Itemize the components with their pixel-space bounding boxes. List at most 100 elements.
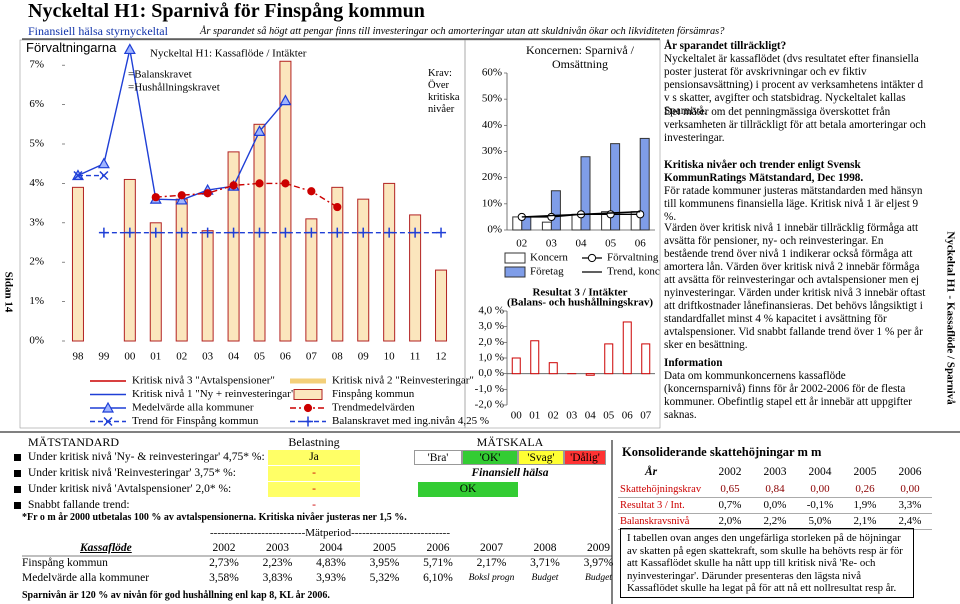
legend-label: Balanskravet med ing.nivån 4,25 % <box>332 415 489 427</box>
bullet <box>14 470 21 477</box>
table-value: 3,83% <box>262 572 293 584</box>
y-tick-label: 3% <box>29 216 44 228</box>
row-label: Finspång kommun <box>22 557 108 569</box>
marker <box>436 227 447 238</box>
marker <box>253 125 266 136</box>
table-value: 5,32% <box>369 572 400 584</box>
y-tick-label: 10% <box>482 197 502 209</box>
marker <box>307 187 316 196</box>
bar <box>149 222 162 342</box>
table-value: -0,1% <box>806 499 834 511</box>
marker <box>384 227 395 238</box>
year-header: 2005 <box>373 542 396 554</box>
rating: OK <box>418 482 518 497</box>
table-value: 0,00 <box>900 483 920 495</box>
x-tick-label: 06 <box>635 238 647 250</box>
criterion: Snabbt fallande trend: <box>28 499 130 511</box>
year-header: 2005 <box>853 466 877 478</box>
line <box>521 210 641 218</box>
legend-marker <box>587 253 597 263</box>
table-value: Boksl progn <box>468 573 515 583</box>
x-tick-label: 05 <box>605 238 617 250</box>
row-label: Skattehöjningskrav <box>620 484 702 495</box>
marker <box>255 179 264 188</box>
bar <box>541 221 552 231</box>
marker <box>306 227 317 238</box>
x-tick-label: 10 <box>384 351 396 363</box>
marker <box>228 227 239 238</box>
legend-swatch <box>293 389 323 400</box>
x-tick-label: 06 <box>622 410 634 422</box>
scale-cell: 'Svag' <box>518 450 564 465</box>
y-tick-label: 5% <box>29 138 44 150</box>
bar <box>530 340 540 375</box>
period-label: --------------------------Mätperiod-----… <box>210 527 450 539</box>
year-header: 2003 <box>266 542 289 554</box>
table-value: 6,10% <box>423 572 453 584</box>
x-tick-label: 03 <box>546 238 558 250</box>
table-heading: MÄTSTANDARD <box>28 435 120 449</box>
legend-marker <box>103 416 113 427</box>
year-header: 2009 <box>587 542 610 554</box>
year-header: 2003 <box>763 466 787 478</box>
marker <box>98 227 109 238</box>
x-tick-label: 01 <box>529 410 540 422</box>
info-text: Nyckeltalet är kassaflödet (dvs resultat… <box>664 53 924 117</box>
question: År sparandet så högt att pengar finns ti… <box>200 26 725 37</box>
y-tick-label: 4% <box>29 177 44 189</box>
criterion: Under kritisk nivå 'Avtalspensioner' 2,0… <box>28 483 232 495</box>
legend-label: Kritisk nivå 3 "Avtalspensioner" <box>132 375 275 387</box>
table-value: 2,2% <box>763 515 787 527</box>
x-tick-label: 09 <box>358 351 370 363</box>
bar <box>610 143 621 231</box>
marker <box>332 227 343 238</box>
load-value: - <box>268 482 360 497</box>
table-value: 0,7% <box>718 499 742 511</box>
load-value: - <box>312 499 316 511</box>
marker <box>358 227 369 238</box>
y-tick-label: 1,0 % <box>478 352 504 364</box>
marker <box>606 210 615 219</box>
x-tick-label: 11 <box>410 351 421 363</box>
y-tick-label: 2% <box>29 256 44 268</box>
table-value: 5,0% <box>808 515 832 527</box>
x-tick-label: 04 <box>228 351 240 363</box>
x-tick-label: 99 <box>98 351 110 363</box>
table-value: 0,26 <box>855 483 875 495</box>
chart-title: Resultat 3 / Intäkter <box>532 287 627 299</box>
y-tick-label: -2,0 % <box>475 399 504 411</box>
table-heading: Belastning <box>288 435 340 449</box>
frame <box>19 39 466 429</box>
table-value: 0,0% <box>763 499 787 511</box>
table-label: År <box>645 466 658 478</box>
side-title: Nyckeltal H1 - Kassaflöde / Sparnivå <box>944 231 956 405</box>
x-tick-label: 08 <box>332 351 344 363</box>
note: *Fr o m år 2000 utbetalas 100 % av avtal… <box>22 512 407 523</box>
x-tick-label: 12 <box>436 351 447 363</box>
bar <box>357 198 370 342</box>
x-tick-label: 06 <box>280 351 292 363</box>
year-header: 2002 <box>718 466 742 478</box>
year-header: 2006 <box>898 466 922 478</box>
x-tick-label: 98 <box>72 351 84 363</box>
x-tick-label: 04 <box>585 410 597 422</box>
y-tick-label: 7% <box>29 59 44 71</box>
legend-swatch <box>504 252 526 264</box>
bar <box>383 182 396 342</box>
bullet <box>14 454 21 461</box>
row-label: Balanskravsnivå <box>620 516 690 527</box>
legend-marker <box>101 401 115 413</box>
table-value: 1,9% <box>853 499 877 511</box>
bar <box>227 151 240 342</box>
scale-cell: 'Dålig' <box>564 450 606 465</box>
row-label: Resultat 3 / Int. <box>620 500 685 511</box>
legend-marker <box>303 416 313 427</box>
criterion: Under kritisk nivå 'Ny- & reinvesteringa… <box>28 451 265 463</box>
x-tick-label: 01 <box>150 351 161 363</box>
year-header: 2002 <box>212 542 236 554</box>
bar <box>639 137 650 231</box>
table-value: 2,73% <box>209 557 239 569</box>
marker <box>280 227 291 238</box>
row-label: Medelvärde alla kommuner <box>22 572 150 584</box>
bar <box>550 190 561 231</box>
